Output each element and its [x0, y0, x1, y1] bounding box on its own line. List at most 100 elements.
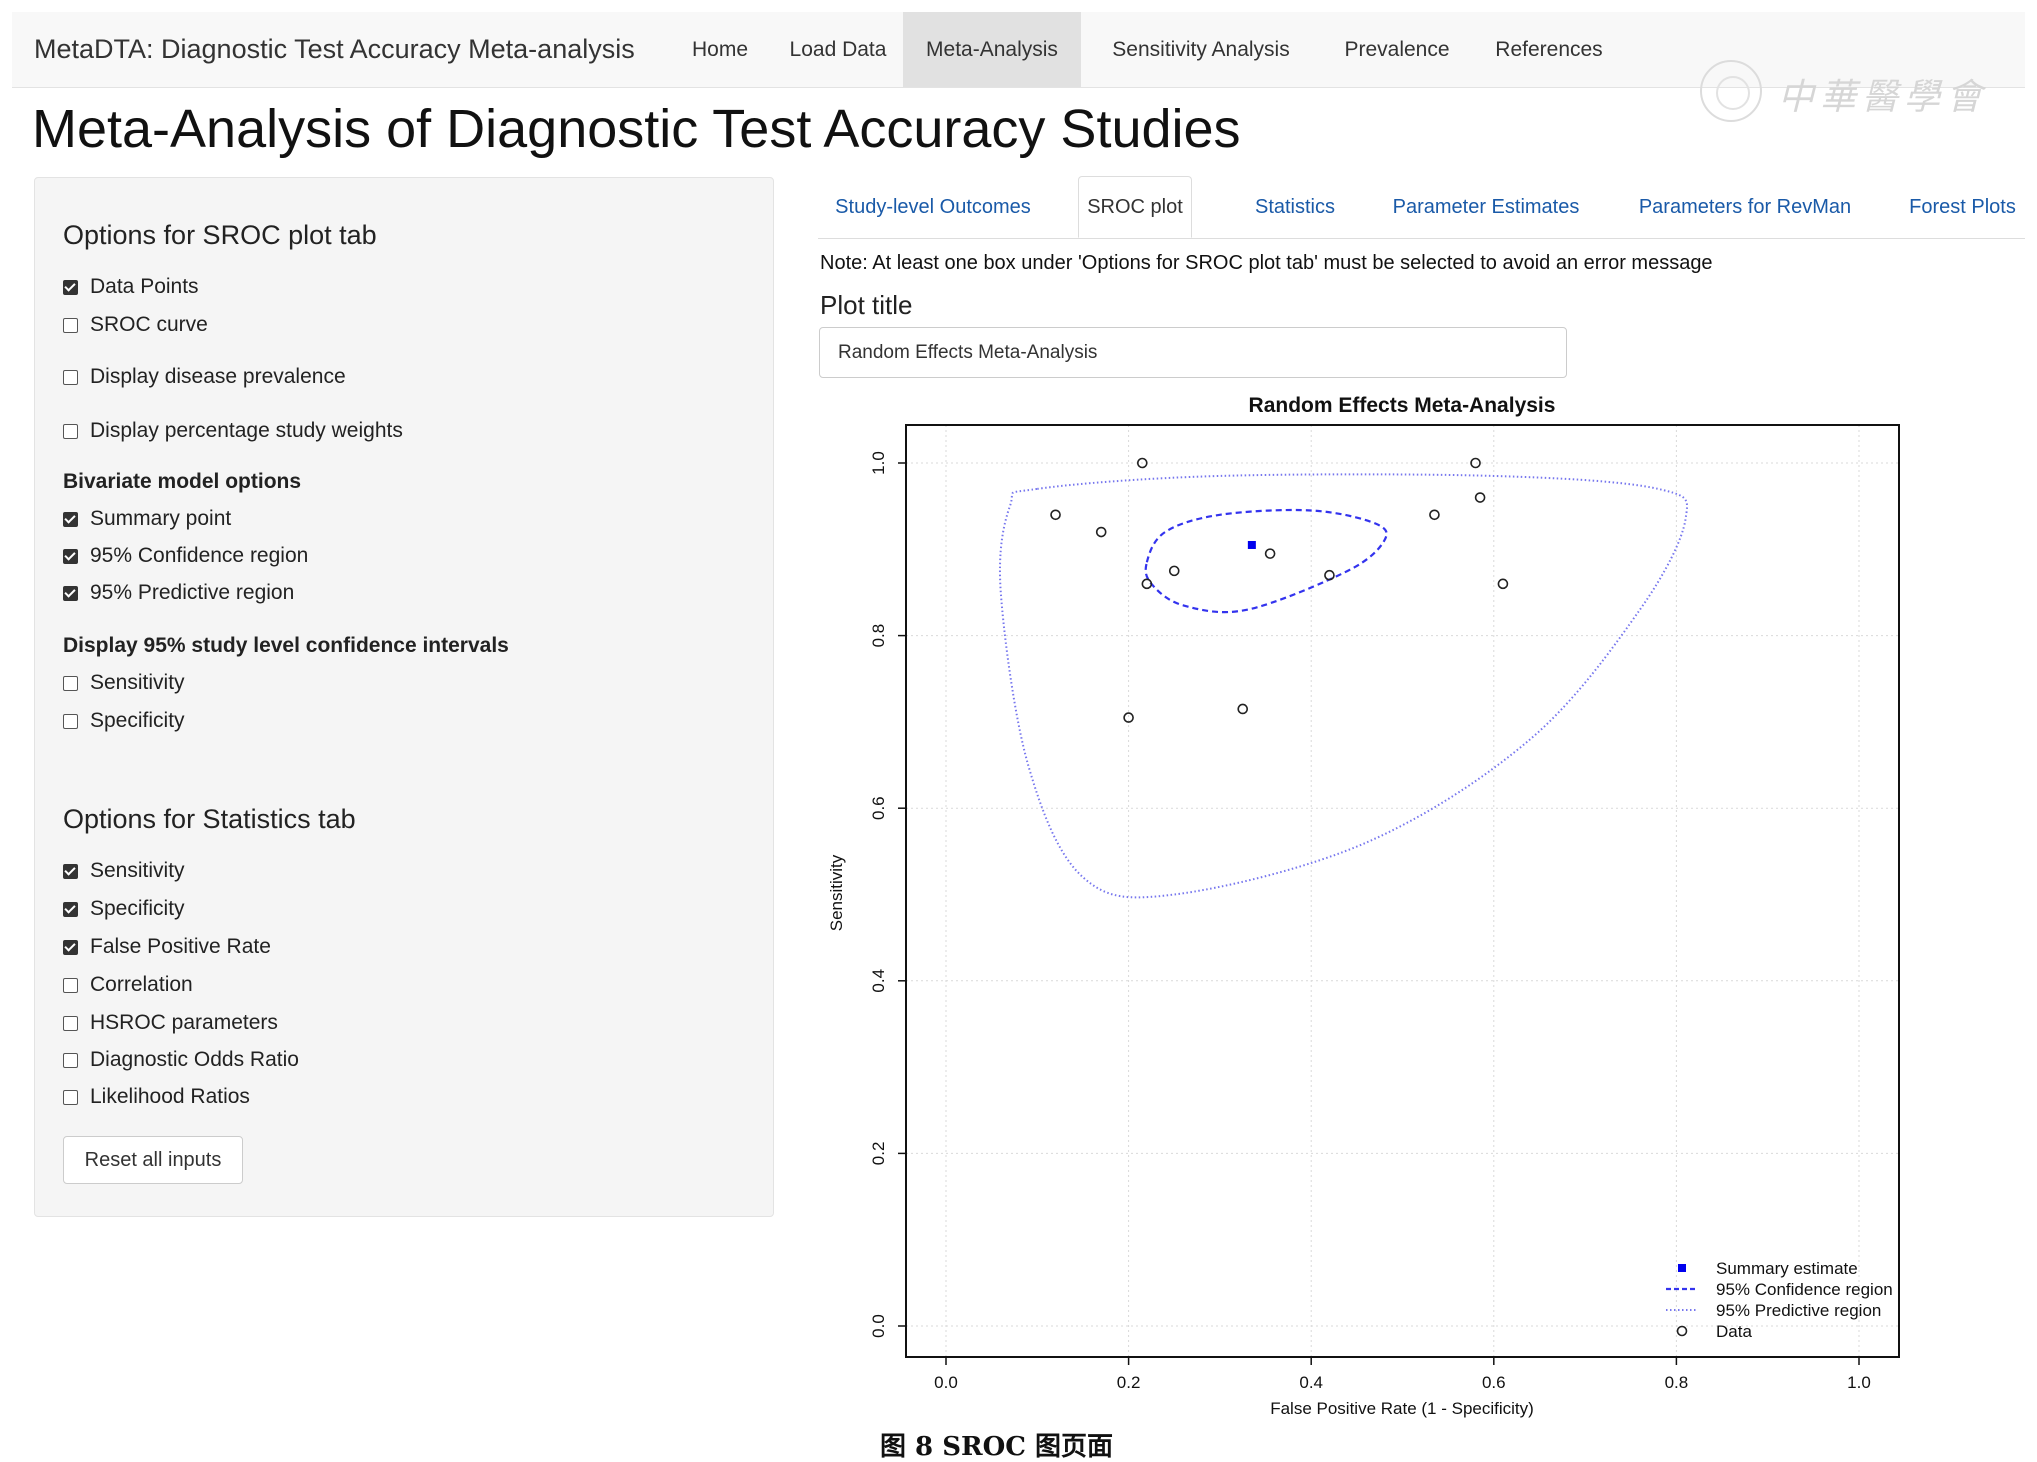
- checkbox[interactable]: [63, 280, 78, 295]
- options-sidebar: Options for SROC plot tab Data Points SR…: [34, 177, 774, 1217]
- x-tick-label: 0.6: [1482, 1373, 1506, 1392]
- option-display-prevalence[interactable]: Display disease prevalence: [63, 363, 346, 391]
- checkbox[interactable]: [63, 549, 78, 564]
- data-point: [1168, 565, 1180, 577]
- navbar: MetaDTA: Diagnostic Test Accuracy Meta-a…: [12, 12, 2025, 88]
- checkbox[interactable]: [63, 512, 78, 527]
- data-point: [1123, 712, 1134, 723]
- error-note: Note: At least one box under 'Options fo…: [820, 252, 1713, 274]
- tab-parameter-estimates[interactable]: Parameter Estimates: [1392, 196, 1580, 218]
- checkbox[interactable]: [63, 424, 78, 439]
- nav-meta-analysis[interactable]: Meta-Analysis: [903, 12, 1081, 87]
- data-point: [1095, 526, 1107, 538]
- chart-title: Random Effects Meta-Analysis: [1249, 394, 1556, 417]
- y-tick-label: 0.2: [869, 1142, 888, 1166]
- nav-load-data[interactable]: Load Data: [789, 38, 887, 61]
- x-tick-label: 0.2: [1117, 1373, 1141, 1392]
- x-tick-label: 1.0: [1847, 1373, 1871, 1392]
- checkbox[interactable]: [63, 1016, 78, 1031]
- option-summary-point[interactable]: Summary point: [63, 505, 231, 533]
- tab-parameters-revman[interactable]: Parameters for RevMan: [1638, 196, 1852, 218]
- plot-title-label: Plot title: [820, 290, 913, 320]
- legend-label: Summary estimate: [1716, 1259, 1858, 1278]
- predictive-region-curve: [998, 473, 1689, 899]
- checkbox[interactable]: [63, 902, 78, 917]
- checkbox[interactable]: [63, 978, 78, 993]
- y-tick-label: 1.0: [869, 451, 888, 475]
- tab-forest-plots[interactable]: Forest Plots: [1909, 196, 2016, 218]
- legend-key-data: [1676, 1325, 1688, 1337]
- option-data-points[interactable]: Data Points: [63, 273, 199, 301]
- ci-heading: Display 95% study level confidence inter…: [63, 634, 509, 657]
- checkbox[interactable]: [63, 1053, 78, 1068]
- y-tick-label: 0.0: [869, 1314, 888, 1338]
- x-tick-label: 0.4: [1299, 1373, 1323, 1392]
- option-label: Display percentage study weights: [90, 419, 403, 442]
- option-label: Summary point: [90, 507, 232, 530]
- confidence-region-curve: [1144, 508, 1388, 614]
- y-tick-label: 0.6: [869, 796, 888, 820]
- legend-label: 95% Predictive region: [1716, 1301, 1881, 1320]
- seal-icon: [1700, 60, 1762, 122]
- checkbox[interactable]: [63, 864, 78, 879]
- plot-title-input[interactable]: [819, 327, 1567, 378]
- nav-home[interactable]: Home: [691, 38, 749, 61]
- y-axis-ticks: 0.0 0.2 0.4 0.6 0.8 1.0: [869, 451, 906, 1338]
- checkbox[interactable]: [63, 370, 78, 385]
- x-tick-label: 0.0: [934, 1373, 958, 1392]
- option-stat-specificity[interactable]: Specificity: [63, 895, 185, 923]
- option-label: False Positive Rate: [90, 935, 271, 958]
- watermark-logo: 中華醫學會: [1700, 60, 2000, 130]
- results-tabs: Study-level Outcomes SROC plot Statistic…: [818, 176, 2025, 239]
- checkbox[interactable]: [63, 318, 78, 333]
- data-point: [1237, 703, 1249, 715]
- option-label: 95% Predictive region: [90, 581, 295, 604]
- option-stat-hsroc[interactable]: HSROC parameters: [63, 1009, 278, 1037]
- option-confidence-region[interactable]: 95% Confidence region: [63, 542, 308, 570]
- option-ci-sensitivity[interactable]: Sensitivity: [63, 669, 185, 697]
- option-stat-fpr[interactable]: False Positive Rate: [63, 933, 271, 961]
- data-point: [1497, 578, 1509, 590]
- nav-references[interactable]: References: [1495, 38, 1603, 61]
- legend-label: Data: [1716, 1322, 1752, 1341]
- checkbox[interactable]: [63, 714, 78, 729]
- tab-sroc-plot[interactable]: SROC plot: [1078, 176, 1192, 238]
- option-label: Specificity: [90, 897, 185, 920]
- checkbox[interactable]: [63, 1090, 78, 1105]
- option-label: Display disease prevalence: [90, 365, 346, 388]
- y-axis-label: Sensitivity: [827, 854, 846, 931]
- option-label: 95% Confidence region: [90, 544, 309, 567]
- reset-inputs-button[interactable]: Reset all inputs: [63, 1136, 243, 1184]
- option-label: Specificity: [90, 709, 185, 732]
- option-label: Diagnostic Odds Ratio: [90, 1048, 299, 1071]
- tab-statistics[interactable]: Statistics: [1254, 196, 1336, 218]
- option-sroc-curve[interactable]: SROC curve: [63, 311, 208, 339]
- data-point: [1264, 548, 1276, 559]
- x-axis-label: False Positive Rate (1 - Specificity): [1270, 1399, 1534, 1418]
- data-point: [1470, 457, 1481, 469]
- sroc-options-heading: Options for SROC plot tab: [63, 220, 377, 250]
- navbar-brand[interactable]: MetaDTA: Diagnostic Test Accuracy Meta-a…: [34, 34, 635, 64]
- option-ci-specificity[interactable]: Specificity: [63, 707, 185, 735]
- stats-options-heading: Options for Statistics tab: [63, 804, 356, 834]
- option-stat-dor[interactable]: Diagnostic Odds Ratio: [63, 1046, 299, 1074]
- option-label: HSROC parameters: [90, 1011, 278, 1034]
- checkbox[interactable]: [63, 586, 78, 601]
- watermark-text: 中華醫學會: [1778, 77, 1989, 118]
- option-predictive-region[interactable]: 95% Predictive region: [63, 579, 294, 607]
- nav-sensitivity-analysis[interactable]: Sensitivity Analysis: [1112, 38, 1290, 61]
- x-tick-label: 0.8: [1665, 1373, 1689, 1392]
- option-label: SROC curve: [90, 313, 208, 336]
- checkbox[interactable]: [63, 676, 78, 691]
- nav-prevalence[interactable]: Prevalence: [1344, 38, 1450, 61]
- checkbox[interactable]: [63, 940, 78, 955]
- option-display-weights[interactable]: Display percentage study weights: [63, 417, 403, 445]
- option-stat-correlation[interactable]: Correlation: [63, 971, 193, 999]
- data-point: [1136, 457, 1148, 469]
- tab-study-level-outcomes[interactable]: Study-level Outcomes: [835, 196, 1031, 218]
- option-stat-sensitivity[interactable]: Sensitivity: [63, 857, 185, 885]
- chart-legend: Summary estimate 95% Confidence region 95%…: [1666, 1259, 1893, 1341]
- option-label: Data Points: [90, 275, 199, 298]
- option-stat-lr[interactable]: Likelihood Ratios: [63, 1083, 250, 1111]
- bivariate-heading: Bivariate model options: [63, 470, 302, 493]
